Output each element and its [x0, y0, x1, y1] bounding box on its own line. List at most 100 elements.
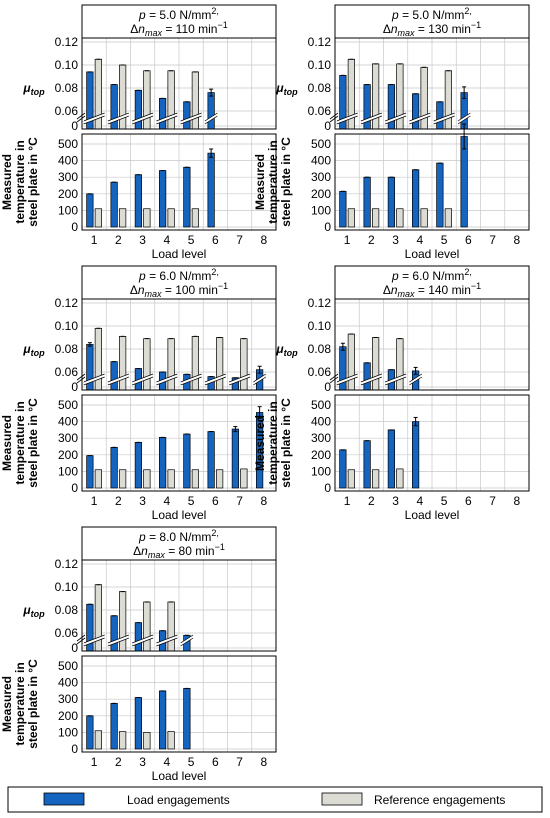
x-tick-label: 3: [139, 494, 146, 508]
axis-break-line: [107, 373, 129, 383]
temp-bar-reference: [143, 732, 151, 750]
mu-bar-reference: [347, 333, 355, 391]
axis-break-line: [336, 115, 358, 125]
axis-break: [107, 635, 129, 646]
x-tick-label: 7: [236, 233, 243, 247]
panel-title-speed: Δnmax = 100 min−1: [130, 281, 228, 299]
mu-plot-frame: [81, 559, 277, 652]
temp-plot-frame: [81, 394, 277, 492]
axis-break-line: [83, 112, 105, 122]
temp-tick-label: 200: [58, 187, 78, 201]
axis-break-line: [360, 376, 382, 386]
x-tick-label: 2: [115, 233, 122, 247]
temp-bar-load: [110, 702, 118, 750]
x-tick-label: 6: [465, 233, 472, 247]
mu-axis-label: μtop: [22, 603, 45, 619]
x-tick-label: 8: [261, 233, 268, 247]
temp-bar-load: [387, 176, 395, 228]
axis-break-line: [385, 373, 407, 383]
axis-break-mark: [76, 376, 86, 384]
temp-bar-reference: [216, 469, 224, 489]
mu-tick-label: 0.06: [55, 626, 79, 640]
axis-break: [360, 374, 382, 385]
axis-break: [229, 374, 251, 385]
x-tick-label: 5: [188, 494, 195, 508]
mu-bar-load: [134, 622, 142, 652]
legend-box: [7, 786, 543, 813]
mu-tick-label: 0.08: [308, 81, 332, 95]
x-tick-label: 8: [514, 233, 521, 247]
axis-break: [204, 113, 218, 124]
mu-tick-label: 0.12: [308, 296, 332, 310]
axis-break: [409, 374, 422, 385]
mu-bar-reference: [444, 70, 452, 130]
temp-axis-label: Measuredtemperature insteel plate in °C: [0, 137, 40, 227]
axis-break: [156, 635, 178, 646]
temp-tick-label: 300: [311, 431, 331, 445]
axis-break: [156, 113, 178, 124]
x-axis-label: Load level: [405, 508, 460, 522]
panel-title-box: [81, 4, 277, 39]
x-tick-label: 5: [188, 755, 195, 769]
temp-bar-load: [183, 433, 191, 489]
temp-tick-label: 0: [324, 220, 331, 234]
mu-bar-reference: [396, 338, 404, 391]
temp-bar-load: [387, 429, 395, 489]
axis-break-mask: [78, 374, 84, 382]
temp-bar-load: [339, 190, 347, 228]
mu-bar-reference: [372, 337, 380, 391]
axis-break: [409, 113, 431, 124]
panel-title-speed: Δnmax = 130 min−1: [383, 20, 481, 38]
axis-break-line: [132, 112, 154, 122]
temp-tick-label: 0: [71, 481, 78, 495]
x-tick-label: 4: [164, 494, 171, 508]
temp-tick-label: 100: [58, 464, 78, 478]
x-tick-label: 7: [236, 755, 243, 769]
temp-axis-label: Measuredtemperature insteel plate in °C: [0, 398, 40, 488]
axis-break-line: [253, 373, 267, 383]
axis-break: [83, 374, 105, 385]
x-tick-label: 4: [417, 494, 424, 508]
x-tick-label: 4: [417, 233, 424, 247]
temp-bar-reference: [119, 469, 127, 489]
axis-break-line: [409, 373, 423, 383]
temp-bar-load: [86, 715, 94, 750]
axis-break: [180, 374, 202, 385]
mu-plot-frame: [81, 298, 277, 391]
axis-break: [107, 113, 129, 124]
temp-tick-label: 300: [311, 170, 331, 184]
temp-bar-load: [159, 690, 167, 750]
mu-bar-reference: [167, 70, 175, 130]
temp-tick-label: 100: [311, 203, 331, 217]
x-tick-label: 5: [441, 494, 448, 508]
axis-break-mark: [329, 376, 339, 384]
mu-bar-reference: [143, 601, 151, 652]
axis-break-mask: [331, 374, 337, 382]
temp-tick-label: 100: [58, 203, 78, 217]
panel-2: p = 5.0 N/mm2,Δnmax = 130 min−1 0.12 0.10 0…: [253, 4, 530, 261]
x-tick-label: 3: [139, 755, 146, 769]
mu-tick-label: 0.10: [55, 58, 79, 72]
temp-bar-reference: [94, 208, 102, 228]
axis-break: [132, 635, 154, 646]
mu-tick-label: 0.12: [55, 35, 79, 49]
temp-bar-load: [231, 428, 239, 489]
mu-tick-label: 0.06: [55, 365, 79, 379]
mu-tick-label: 0.10: [308, 319, 332, 333]
axis-break-line: [180, 112, 202, 122]
temp-bar-reference: [167, 469, 175, 489]
mu-plot-frame: [334, 298, 530, 391]
mu-bar-load: [110, 361, 118, 391]
temp-bar-load: [460, 136, 468, 228]
mu-bar-load: [134, 89, 142, 130]
mu-tick-label: 0.08: [308, 342, 332, 356]
temp-bar-reference: [347, 469, 355, 489]
temp-plot-frame: [334, 394, 530, 492]
temp-bar-reference: [347, 208, 355, 228]
panel-title-speed: Δnmax = 110 min−1: [130, 20, 227, 38]
panel-title-pressure: p = 6.0 N/mm2,: [391, 267, 472, 283]
temp-tick-label: 200: [311, 187, 331, 201]
temp-bar-load: [134, 442, 142, 489]
temp-tick-label: 400: [311, 415, 331, 429]
axis-break-line: [385, 115, 407, 125]
